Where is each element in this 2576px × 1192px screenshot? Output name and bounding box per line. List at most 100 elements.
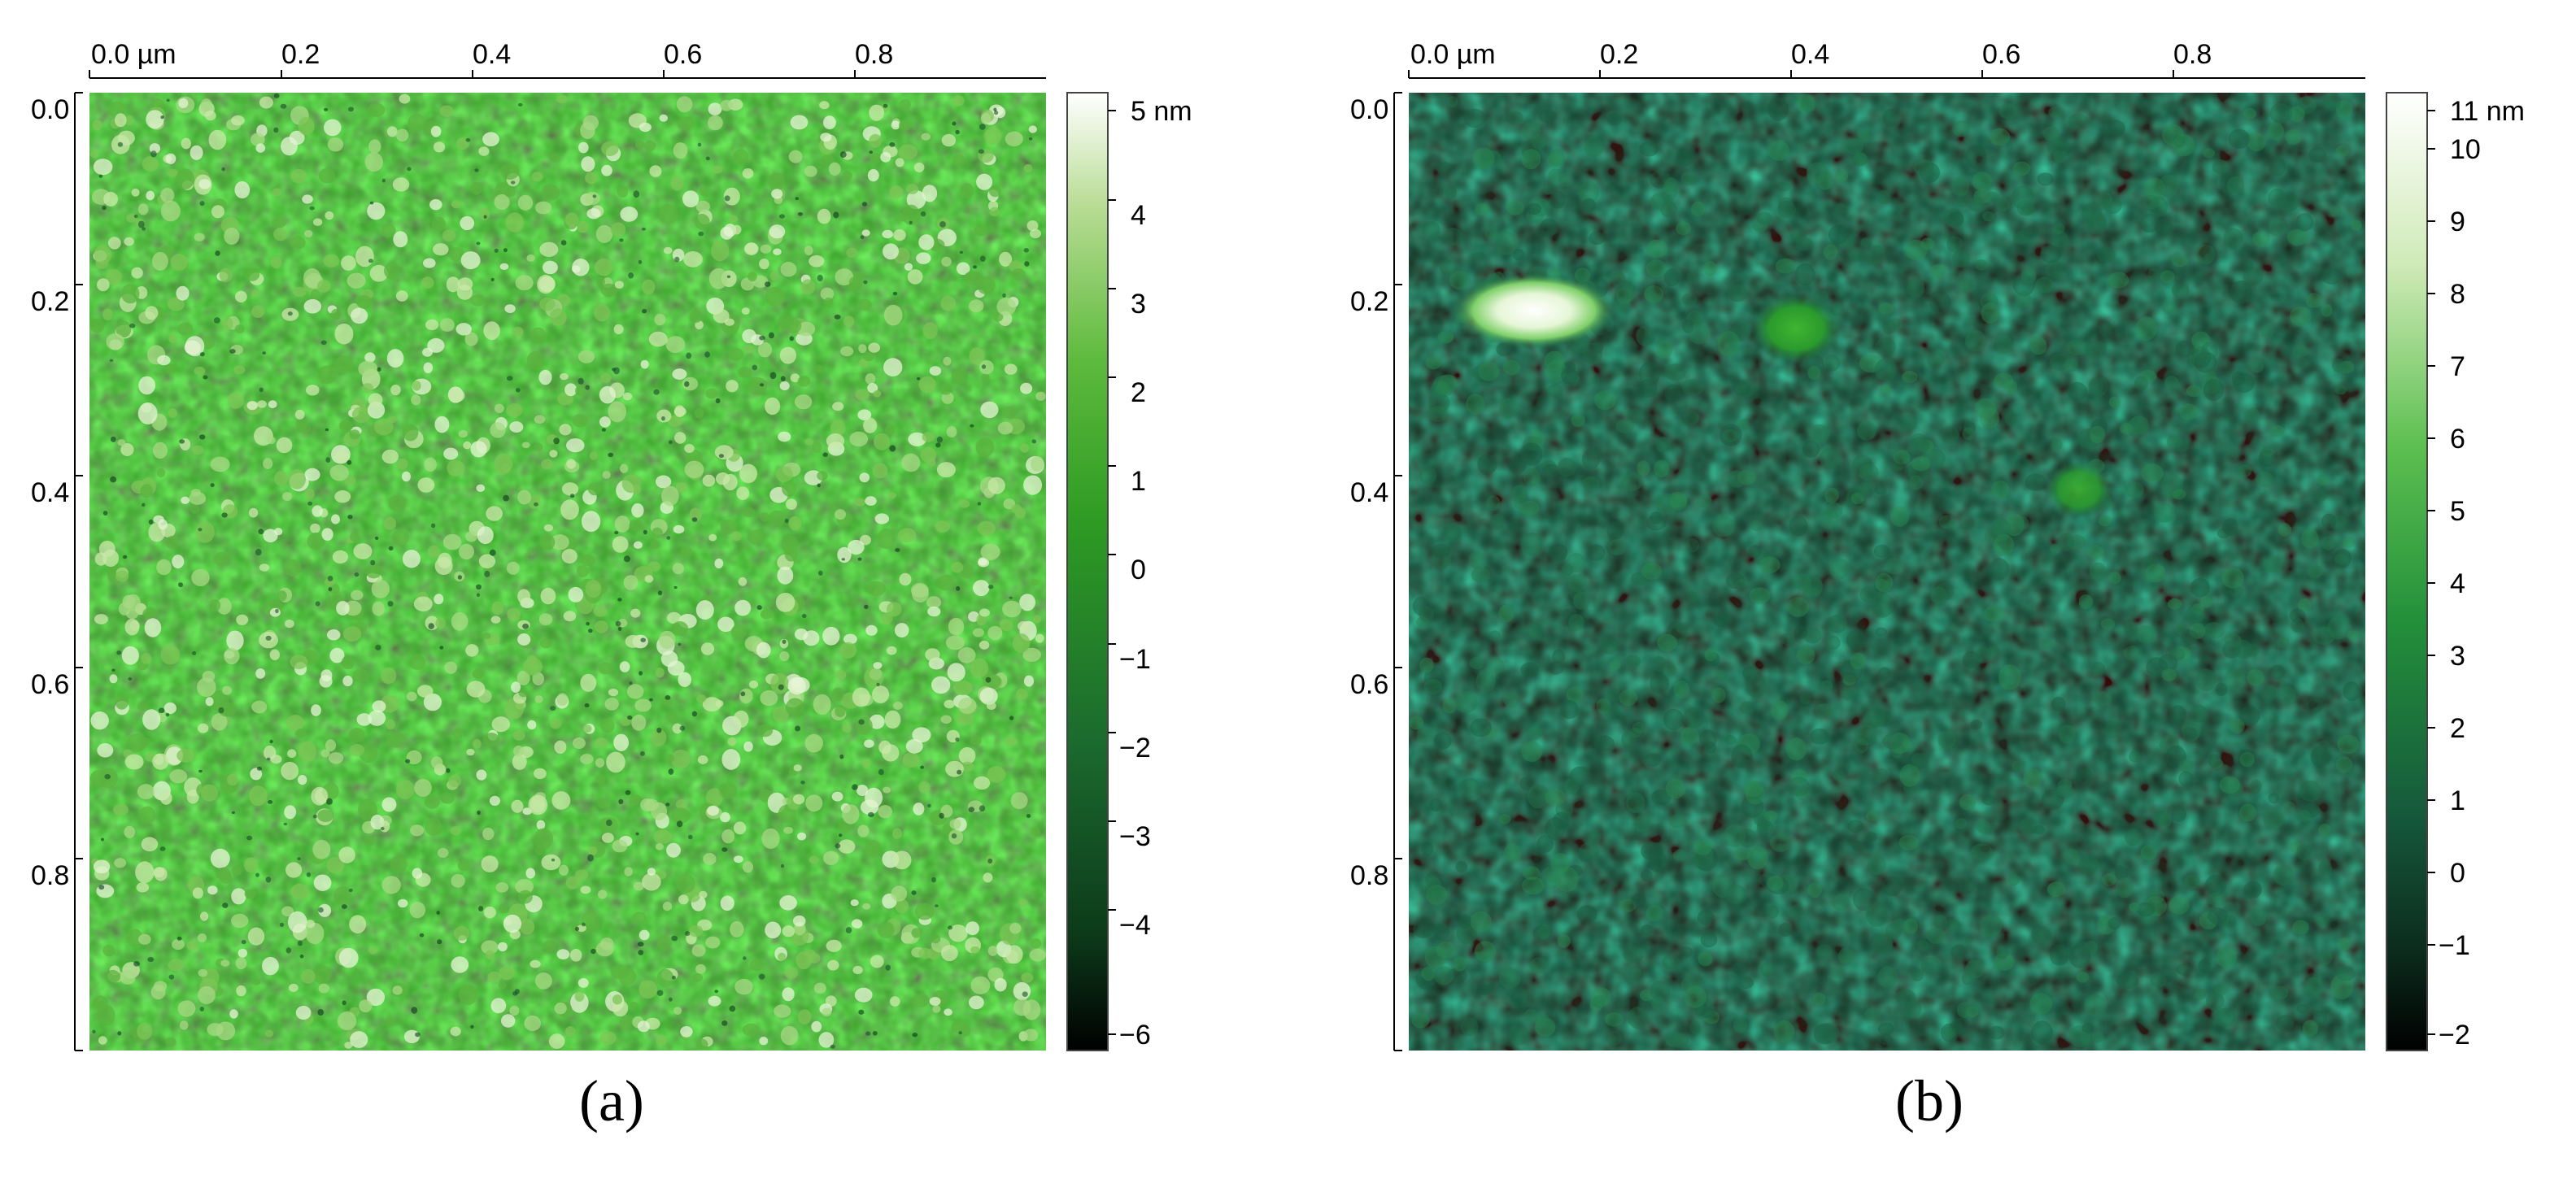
- grain: [2057, 533, 2075, 552]
- grain: [1023, 163, 1033, 173]
- grain: [1825, 635, 1841, 650]
- grain: [97, 278, 110, 292]
- grain: [1443, 228, 1463, 246]
- grain: [1970, 720, 1983, 729]
- grain: [702, 697, 721, 712]
- grain: [778, 214, 786, 219]
- grain: [1722, 429, 1738, 443]
- grain: [1024, 261, 1030, 267]
- grain: [1557, 458, 1577, 477]
- grain: [865, 1031, 871, 1036]
- grain: [960, 563, 974, 579]
- grain: [1521, 877, 1545, 895]
- grain: [940, 295, 957, 311]
- grain: [527, 720, 537, 730]
- grain: [874, 513, 890, 524]
- grain: [642, 279, 656, 295]
- grain: [2140, 844, 2157, 861]
- grain: [887, 492, 897, 499]
- grain: [784, 548, 798, 562]
- grain: [1734, 848, 1750, 861]
- grain: [778, 684, 784, 690]
- x-tick-label: 0.2: [1600, 39, 1638, 70]
- grain: [1706, 652, 1720, 667]
- grain: [1746, 674, 1767, 698]
- grain: [1498, 814, 1511, 824]
- grain: [1664, 177, 1678, 193]
- grain: [534, 442, 543, 451]
- grain: [93, 995, 108, 1010]
- grain: [778, 952, 787, 961]
- grain: [831, 791, 843, 802]
- grain: [98, 541, 116, 558]
- grain: [2147, 554, 2159, 568]
- grain: [826, 433, 845, 449]
- grain: [1850, 652, 1867, 670]
- grain: [1890, 733, 1911, 755]
- grain: [1684, 985, 1706, 1008]
- grain: [539, 297, 556, 311]
- grain: [1819, 509, 1840, 529]
- grain: [812, 442, 822, 453]
- grain: [351, 589, 364, 601]
- grain: [148, 519, 154, 525]
- grain: [172, 938, 185, 951]
- grain: [1421, 842, 1434, 856]
- grain: [1864, 1007, 1881, 1021]
- grain: [1825, 502, 1843, 519]
- grain: [1820, 680, 1833, 691]
- grain: [1535, 1017, 1556, 1038]
- grain: [1834, 169, 1849, 183]
- grain: [2201, 342, 2218, 360]
- grain: [2123, 646, 2140, 661]
- grain: [846, 247, 858, 258]
- grain: [90, 711, 109, 730]
- grain: [194, 233, 205, 241]
- grain: [2069, 1025, 2091, 1048]
- grain: [949, 819, 961, 829]
- grain: [2084, 941, 2099, 955]
- grain: [312, 814, 317, 819]
- grain: [338, 1011, 357, 1031]
- grain: [518, 890, 533, 904]
- grain: [585, 191, 600, 206]
- grain: [638, 950, 644, 955]
- grain: [882, 744, 900, 762]
- grain: [137, 1022, 153, 1040]
- grain: [2146, 657, 2168, 677]
- grain: [1531, 133, 1547, 150]
- grain: [2046, 137, 2070, 157]
- grain: [703, 853, 717, 865]
- grain: [325, 428, 329, 432]
- grain: [1859, 132, 1870, 143]
- grain: [1030, 938, 1042, 949]
- grain: [961, 761, 974, 772]
- grain: [338, 846, 355, 864]
- grain: [2165, 745, 2186, 768]
- grain: [651, 802, 668, 821]
- grain: [649, 165, 662, 177]
- grain: [350, 532, 360, 542]
- grain: [425, 319, 439, 330]
- grain: [1951, 1018, 1970, 1035]
- grain: [124, 618, 140, 636]
- grain: [2299, 780, 2321, 803]
- grain: [362, 383, 373, 394]
- grain: [889, 141, 896, 147]
- grain: [1767, 877, 1789, 895]
- grain: [633, 541, 643, 550]
- grain: [2243, 268, 2264, 285]
- grain: [2335, 756, 2353, 773]
- grain: [2016, 199, 2036, 216]
- grain: [2334, 385, 2347, 395]
- grain: [1446, 96, 1458, 107]
- grain: [1991, 519, 2012, 542]
- grain: [925, 648, 940, 662]
- afm-figure-a: 0.0 µm 0.2 0.4 0.6 0.8 0.0 0.2 0.4 0.6 0…: [31, 39, 1192, 1051]
- grain: [916, 252, 931, 264]
- grain: [820, 133, 832, 142]
- grain: [226, 630, 244, 651]
- grain: [721, 749, 741, 770]
- grain: [2158, 654, 2178, 672]
- colorbar-tick-label: 6: [2450, 424, 2465, 455]
